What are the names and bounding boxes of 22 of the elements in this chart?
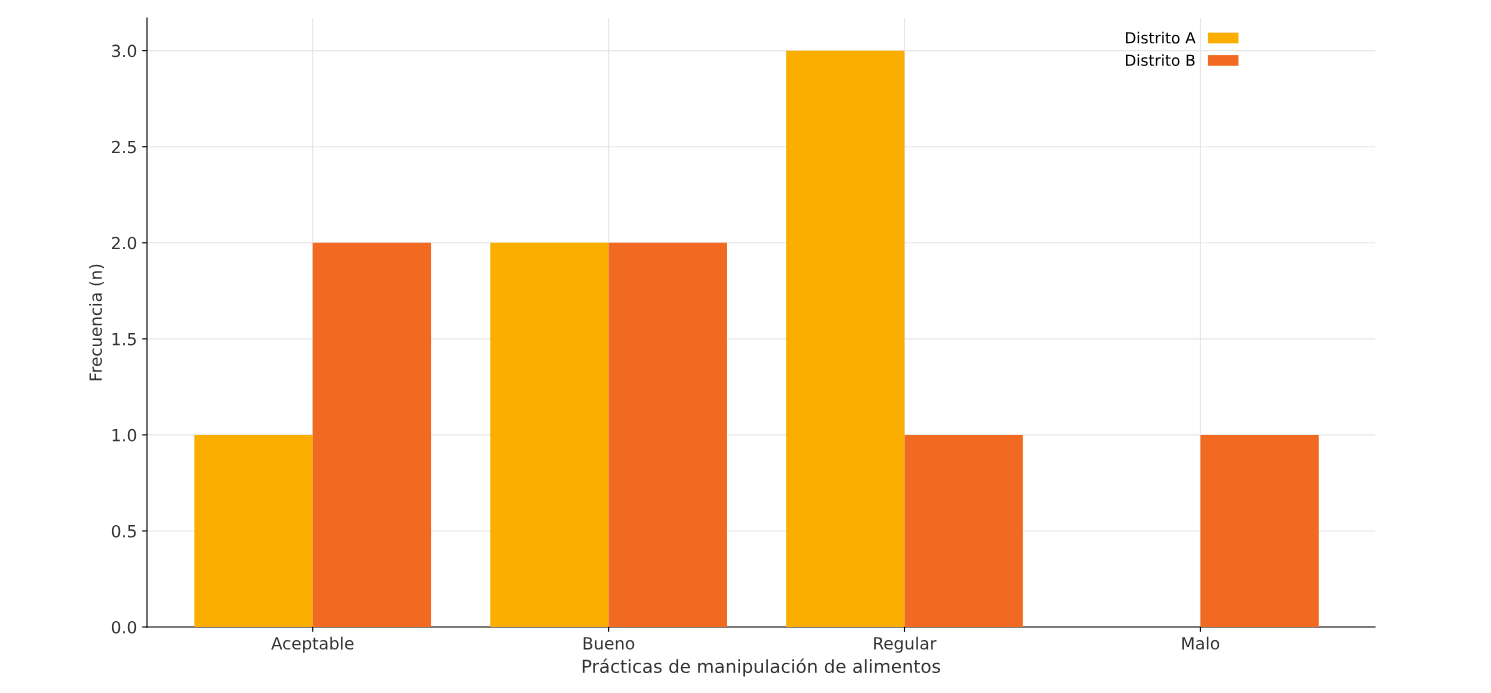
y-axis-title: Frecuencia (n) bbox=[89, 264, 104, 381]
legend-label: Distrito B bbox=[1126, 54, 1195, 66]
bar bbox=[490, 242, 609, 627]
bar bbox=[608, 242, 727, 627]
x-tick-label: Bueno bbox=[583, 637, 635, 650]
bar bbox=[1200, 434, 1319, 627]
y-tick-label: 2.0 bbox=[111, 236, 137, 250]
bar bbox=[786, 50, 905, 627]
y-tick-label: 1.0 bbox=[112, 428, 137, 442]
x-tick-label: Regular bbox=[874, 636, 937, 653]
y-tick-label: 1.5 bbox=[112, 333, 136, 346]
y-tick-label: 2.5 bbox=[111, 140, 136, 154]
x-tick-label: Aceptable bbox=[271, 636, 354, 653]
bar bbox=[194, 434, 313, 627]
bar bbox=[312, 242, 432, 627]
legend-label: Distrito A bbox=[1126, 31, 1196, 44]
y-tick-label: 3.0 bbox=[112, 44, 137, 58]
x-axis-title: Prácticas de manipulación de alimentos bbox=[582, 658, 941, 677]
bar bbox=[904, 434, 1023, 627]
y-tick-label: 0.0 bbox=[111, 620, 137, 634]
x-tick-label: Malo bbox=[1182, 636, 1220, 650]
y-tick-label: 0.5 bbox=[111, 524, 136, 538]
